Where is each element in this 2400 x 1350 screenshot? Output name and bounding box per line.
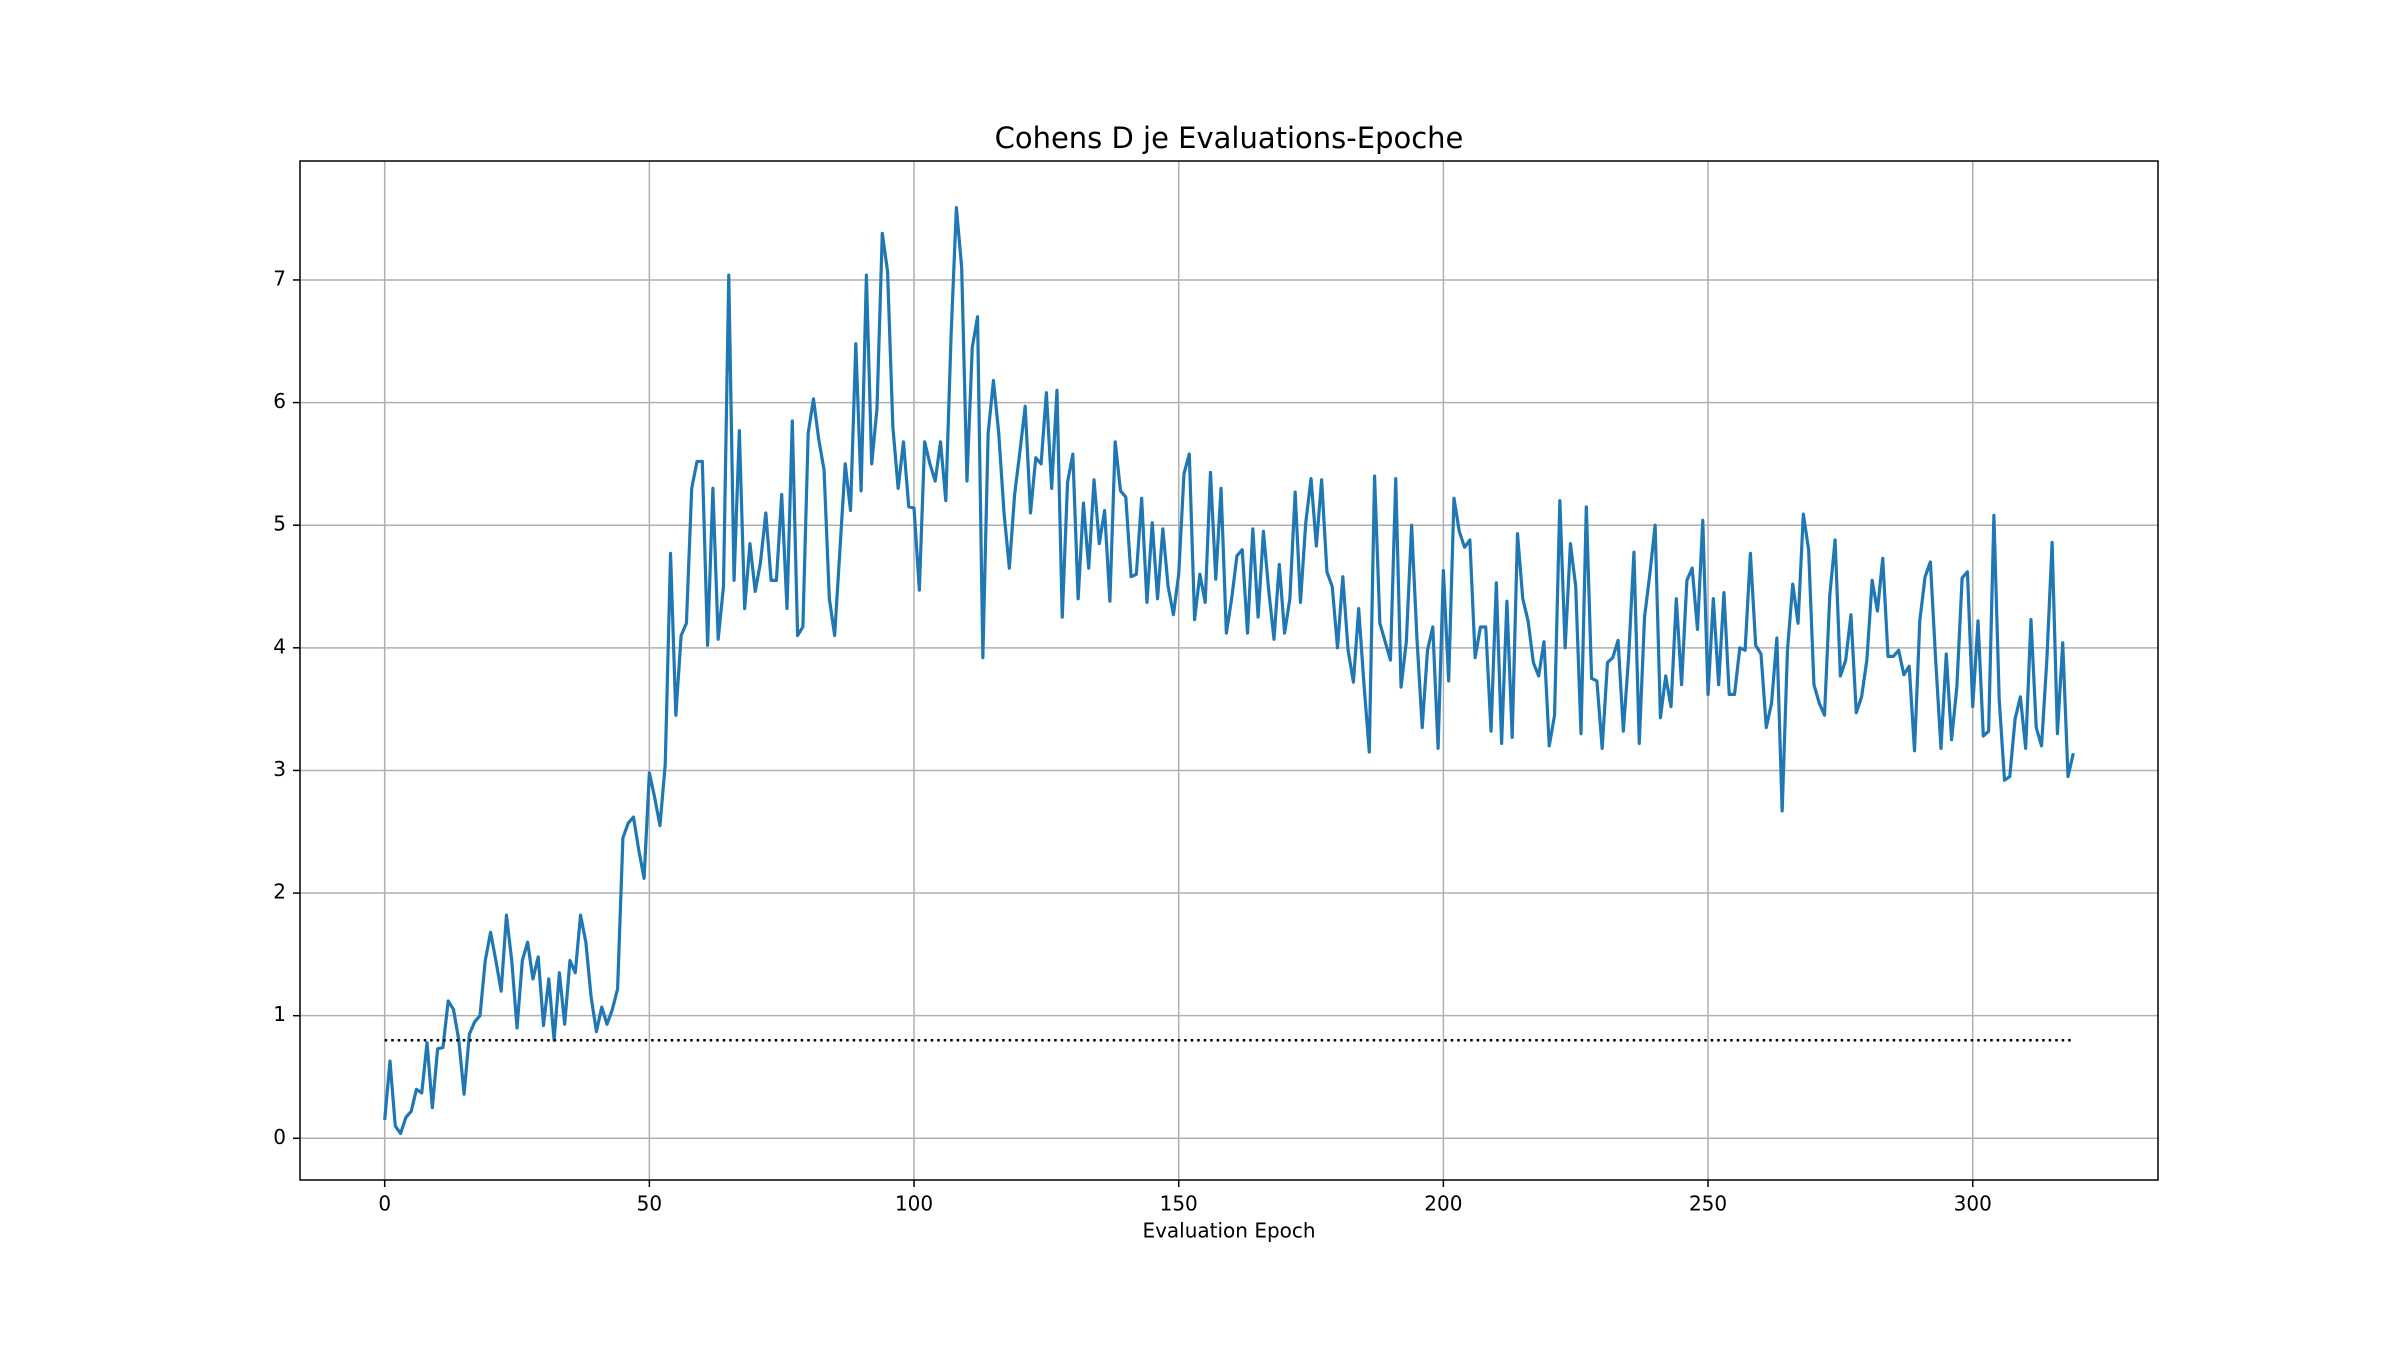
y-tick-label: 7 xyxy=(273,266,286,290)
y-tick-label: 6 xyxy=(273,389,286,413)
x-tick-label: 150 xyxy=(1160,1192,1198,1216)
chart-title: Cohens D je Evaluations-Epoche xyxy=(995,121,1464,155)
y-tick-label: 2 xyxy=(273,880,286,904)
data-line xyxy=(383,205,2075,1135)
y-tick-label: 3 xyxy=(273,757,286,781)
x-tick-label: 0 xyxy=(378,1192,391,1216)
y-tick-label: 1 xyxy=(273,1002,286,1026)
x-axis-label: Evaluation Epoch xyxy=(1142,1219,1315,1243)
x-tick-label: 200 xyxy=(1424,1192,1462,1216)
plot-frame xyxy=(299,160,2159,1181)
x-tick-label: 50 xyxy=(637,1192,662,1216)
y-tick-label: 4 xyxy=(273,634,286,658)
x-tick-label: 250 xyxy=(1689,1192,1727,1216)
x-tick-label: 100 xyxy=(895,1192,933,1216)
y-tick-label: 5 xyxy=(273,512,286,536)
y-tick-label: 0 xyxy=(273,1125,286,1149)
x-tick-label: 300 xyxy=(1954,1192,1992,1216)
